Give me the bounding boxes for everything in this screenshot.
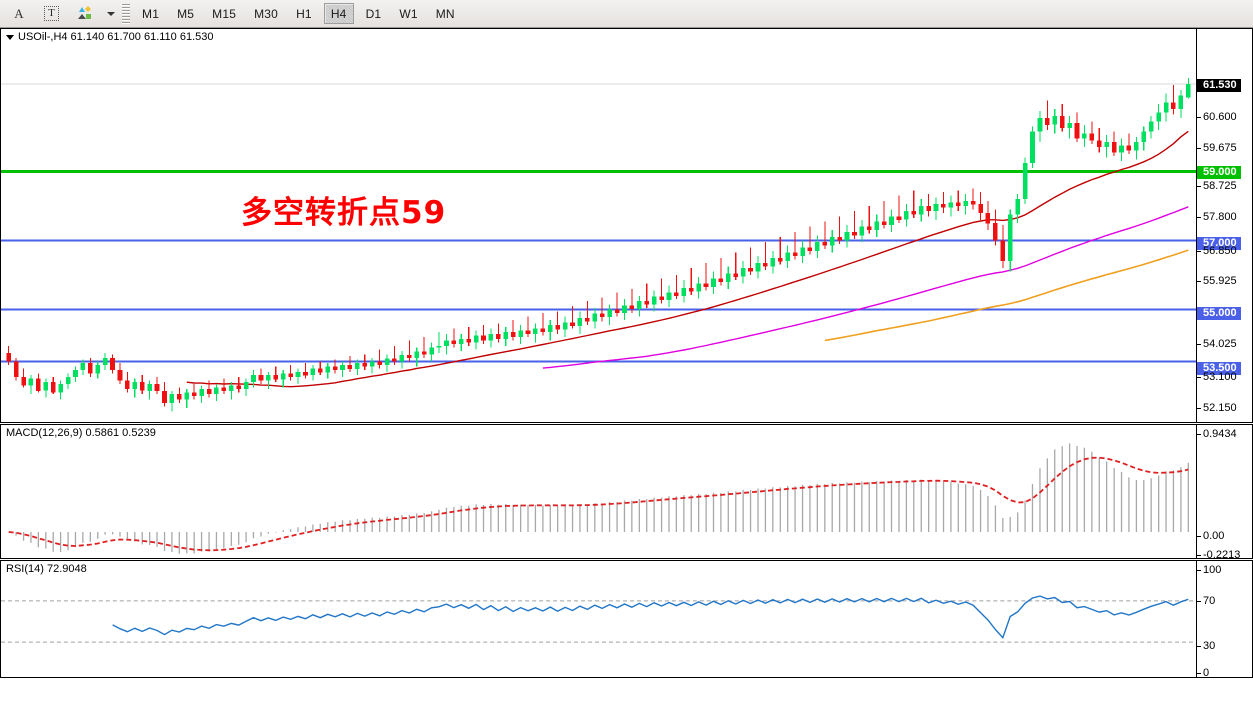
timeframe-label: D1 <box>365 6 382 21</box>
price-tick-label: 59.675 <box>1197 143 1237 154</box>
chevron-down-icon <box>106 11 115 16</box>
rsi-axis[interactable]: 100 70 30 0 <box>1196 561 1252 677</box>
timeframe-label: M5 <box>177 6 195 21</box>
macd-tick-label: 0.9434 <box>1197 429 1237 440</box>
price-tick-label: 53.100 <box>1197 372 1237 383</box>
price-tick-label: 58.725 <box>1197 181 1237 192</box>
macd-pane[interactable]: MACD(12,26,9) 0.5861 0.5239 0.9434 0.00 -0… <box>0 424 1253 559</box>
price-axis[interactable]: 61.530 60.600 59.675 59.000 58.725 57.800 57.0… <box>1196 29 1252 422</box>
timeframe-label: M15 <box>212 6 237 21</box>
timeframe-button-m5[interactable]: M5 <box>171 3 200 24</box>
rsi-plot-canvas[interactable] <box>1 561 1196 677</box>
price-tick-label: 55.000 <box>1197 307 1241 320</box>
timeframe-button-m30[interactable]: M30 <box>248 3 284 24</box>
price-tick-label: 60.600 <box>1197 112 1237 123</box>
toolbar: A T M1 M5 M15 M30 H1 H4 D1 W1 M <box>0 0 1253 28</box>
macd-tick-label: 0.00 <box>1197 531 1224 542</box>
rsi-pane[interactable]: RSI(14) 72.9048 100 70 30 0 <box>0 560 1253 678</box>
timeframe-label: M30 <box>254 6 279 21</box>
toolbar-drag-handle[interactable] <box>122 3 131 24</box>
price-pane[interactable]: USOil-,H4 61.140 61.700 61.110 61.530 多空… <box>0 28 1253 423</box>
rsi-tick-label: 30 <box>1197 641 1215 652</box>
price-pane-title: USOil-,H4 61.140 61.700 61.110 61.530 <box>6 31 214 43</box>
timeframe-button-h1[interactable]: H1 <box>290 3 318 24</box>
timeframe-label: W1 <box>399 6 418 21</box>
price-tick-label: 54.025 <box>1197 339 1237 350</box>
macd-plot-canvas[interactable] <box>1 425 1196 558</box>
rsi-tick-label: 0 <box>1197 668 1209 677</box>
timeframe-button-h4[interactable]: H4 <box>323 3 354 24</box>
timeframe-button-m15[interactable]: M15 <box>206 3 242 24</box>
price-tick-label: 61.530 <box>1197 79 1241 92</box>
timeframe-button-mn[interactable]: MN <box>430 3 461 24</box>
label-tool-button[interactable]: T <box>40 3 63 25</box>
price-tick-label: 57.000 <box>1197 237 1241 250</box>
text-tool-button[interactable]: A <box>8 3 30 25</box>
shapes-icon <box>77 6 94 21</box>
price-tick-label: 53.500 <box>1197 362 1241 375</box>
price-plot-canvas[interactable] <box>1 29 1196 422</box>
chart-annotation-text[interactable]: 多空转折点59 <box>241 195 447 231</box>
chart-area: USOil-,H4 61.140 61.700 61.110 61.530 多空… <box>0 28 1253 700</box>
text-tool-label: A <box>14 5 24 21</box>
rsi-pane-title: RSI(14) 72.9048 <box>6 563 87 575</box>
timeframe-button-w1[interactable]: W1 <box>393 3 423 24</box>
price-tick-label: 56.850 <box>1197 246 1237 257</box>
price-tick-label: 52.150 <box>1197 403 1237 414</box>
macd-axis[interactable]: 0.9434 0.00 -0.2213 <box>1196 425 1252 558</box>
macd-pane-title: MACD(12,26,9) 0.5861 0.5239 <box>6 427 156 439</box>
timeframe-label: H4 <box>330 6 347 21</box>
timeframe-label: H1 <box>296 6 312 21</box>
label-tool-glyph: T <box>48 7 55 19</box>
price-tick-label: 59.000 <box>1197 166 1241 179</box>
timeframe-button-m1[interactable]: M1 <box>136 3 165 24</box>
timeframe-group: M1 M5 M15 M30 H1 H4 D1 W1 MN <box>136 3 461 24</box>
macd-tick-label: -0.2213 <box>1197 550 1240 558</box>
text-label-icon: T <box>44 6 59 21</box>
timeframe-label: M1 <box>142 6 160 21</box>
shapes-dropdown-button[interactable] <box>98 3 120 25</box>
rsi-tick-label: 70 <box>1197 596 1215 607</box>
collapse-triangle-icon[interactable] <box>6 34 14 40</box>
timeframe-button-d1[interactable]: D1 <box>360 3 388 24</box>
price-pane-title-text: USOil-,H4 61.140 61.700 61.110 61.530 <box>18 31 214 43</box>
rsi-tick-label: 100 <box>1197 565 1221 576</box>
price-tick-label: 57.800 <box>1197 212 1237 223</box>
price-tick-label: 55.925 <box>1197 276 1237 287</box>
timeframe-label: MN <box>435 6 455 21</box>
shapes-tool-button[interactable] <box>73 3 98 25</box>
